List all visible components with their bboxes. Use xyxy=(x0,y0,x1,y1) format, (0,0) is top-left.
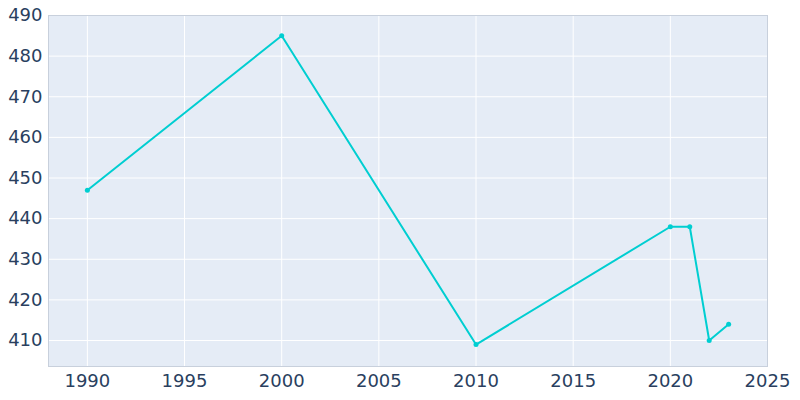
svg-text:410: 410 xyxy=(8,329,42,350)
svg-text:480: 480 xyxy=(8,45,42,66)
svg-text:2020: 2020 xyxy=(647,370,693,391)
svg-text:2010: 2010 xyxy=(453,370,499,391)
svg-text:440: 440 xyxy=(8,207,42,228)
svg-text:1995: 1995 xyxy=(162,370,208,391)
svg-text:430: 430 xyxy=(8,248,42,269)
svg-text:490: 490 xyxy=(8,4,42,25)
svg-text:460: 460 xyxy=(8,126,42,147)
svg-text:450: 450 xyxy=(8,167,42,188)
svg-text:420: 420 xyxy=(8,289,42,310)
svg-text:2005: 2005 xyxy=(356,370,402,391)
svg-text:2025: 2025 xyxy=(745,370,791,391)
svg-text:2000: 2000 xyxy=(259,370,305,391)
svg-text:1990: 1990 xyxy=(64,370,110,391)
svg-text:470: 470 xyxy=(8,86,42,107)
svg-text:2015: 2015 xyxy=(550,370,596,391)
